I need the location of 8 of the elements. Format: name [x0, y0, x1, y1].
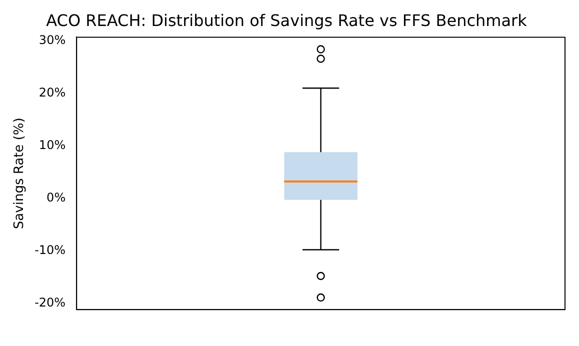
y-axis-title: Savings Rate (%): [12, 118, 28, 230]
y-tick-label: -10%: [34, 242, 66, 257]
chart-title: ACO REACH: Distribution of Savings Rate vs FFS Benchmark: [46, 10, 528, 30]
y-tick-label: 10%: [38, 138, 66, 152]
y-tick-label: 30%: [38, 33, 66, 47]
y-tick-label: 0%: [46, 190, 66, 204]
y-tick-label: 20%: [38, 85, 66, 100]
y-tick-label: -20%: [34, 295, 66, 310]
